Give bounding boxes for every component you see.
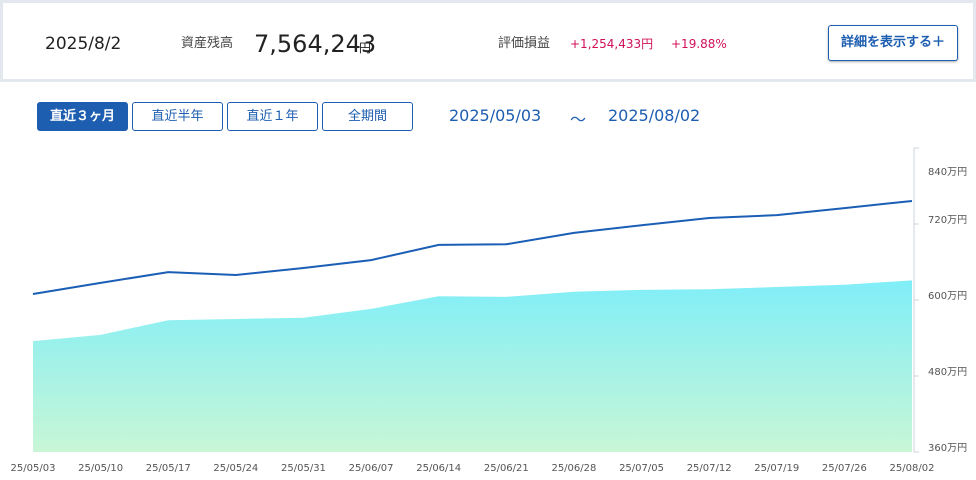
summary-panel: 2025/8/2 資産残高 7,564,243 円 評価損益 +1,254,43… <box>0 0 976 82</box>
x-tick-label: 25/06/14 <box>416 463 461 474</box>
period-tab[interactable]: 全期間 <box>322 102 413 131</box>
y-tick-label: 360万円 <box>928 443 967 454</box>
x-tick-label: 25/06/28 <box>551 463 596 474</box>
x-tick-label: 25/07/26 <box>822 463 867 474</box>
period-tab[interactable]: 直近半年 <box>132 102 223 131</box>
y-tick-label: 480万円 <box>928 367 967 378</box>
balance: 7,564,243 <box>254 30 377 58</box>
x-tick-label: 25/07/12 <box>687 463 732 474</box>
y-tick-label: 600万円 <box>928 291 967 302</box>
period-tab[interactable]: 直近１年 <box>227 102 318 131</box>
range-end: 2025/08/02 <box>608 106 701 125</box>
date: 2025/8/2 <box>45 34 122 54</box>
period-tab[interactable]: 直近３ヶ月 <box>37 102 128 131</box>
x-tick-label: 25/07/19 <box>754 463 799 474</box>
balance-unit: 円 <box>359 41 372 55</box>
x-tick-label: 25/06/07 <box>349 463 394 474</box>
range-separator: ～ <box>570 110 587 129</box>
x-tick-label: 25/05/03 <box>11 463 56 474</box>
x-tick-label: 25/05/17 <box>146 463 191 474</box>
x-tick-label: 25/05/31 <box>281 463 326 474</box>
x-tick-label: 25/05/24 <box>213 463 258 474</box>
range-start: 2025/05/03 <box>449 106 542 125</box>
x-tick-label: 25/06/21 <box>484 463 529 474</box>
pl-amount: +1,254,433円 <box>570 37 654 51</box>
line <box>32 199 913 295</box>
y-tick-label: 840万円 <box>928 167 967 178</box>
x-tick-label: 25/05/10 <box>78 463 123 474</box>
area <box>33 280 912 452</box>
balance-label: 資産残高 <box>181 36 234 51</box>
pl-label: 評価損益 <box>498 36 551 51</box>
x-tick-label: 25/08/02 <box>890 463 935 474</box>
detail-button[interactable]: 詳細を表示する＋ <box>828 25 958 61</box>
pl-percent: +19.88% <box>671 37 727 51</box>
y-tick-label: 720万円 <box>928 215 967 226</box>
x-tick-label: 25/07/05 <box>619 463 664 474</box>
